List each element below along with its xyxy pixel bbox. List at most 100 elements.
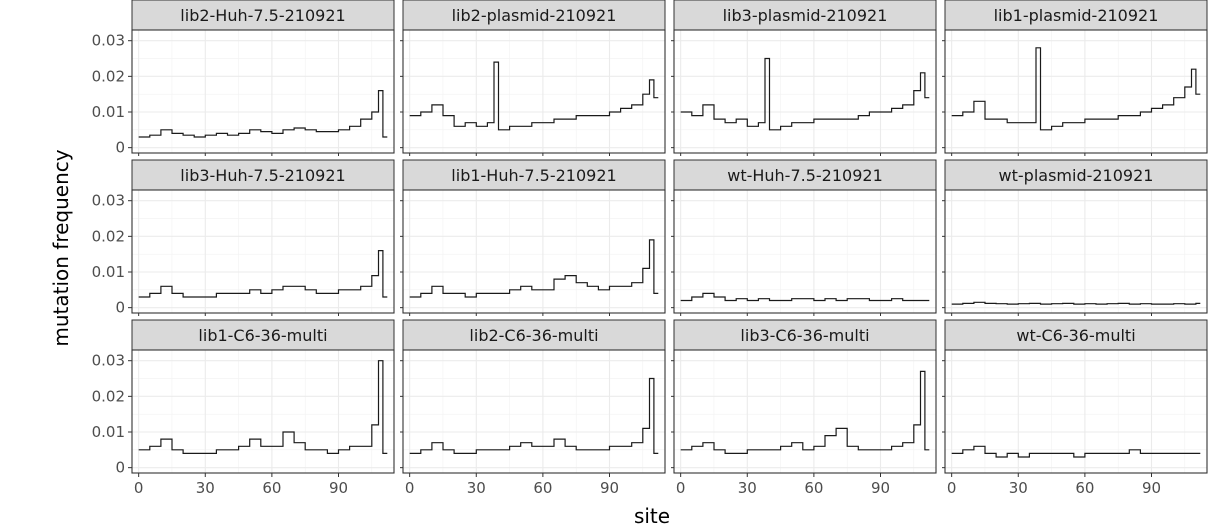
y-tick-label: 0.01: [92, 103, 125, 121]
mutation-frequency-step-line: [138, 90, 388, 138]
plot-background: [945, 30, 1207, 153]
facet-strip: [131, 319, 395, 351]
plot-background: [403, 30, 665, 153]
mutation-frequency-step-line: [138, 250, 388, 298]
plot-background: [674, 30, 936, 153]
facet-title: wt-Huh-7.5-210921: [727, 166, 883, 185]
facet-title: lib3-plasmid-210921: [723, 6, 888, 25]
x-tick-label: 0: [676, 479, 686, 497]
facet-strip: [402, 159, 666, 191]
mutation-frequency-step-line: [409, 377, 659, 454]
x-tick-label: 60: [262, 479, 281, 497]
y-tick-label: 0: [115, 299, 125, 317]
y-tick-label: 0: [115, 139, 125, 157]
facet-title: lib1-Huh-7.5-210921: [451, 166, 616, 185]
x-tick-label: 60: [533, 479, 552, 497]
x-tick-label: 0: [134, 479, 144, 497]
mutation-frequency-step-line: [138, 360, 388, 454]
panel-border: [944, 189, 1208, 314]
facet-panel: lib3-Huh-7.5-210921: [131, 159, 395, 316]
facet-panel: lib2-C6-36-multi: [400, 319, 666, 474]
y-tick-label: 0.02: [92, 227, 125, 245]
y-tick-label: 0.02: [92, 67, 125, 85]
mutation-frequency-step-line: [680, 292, 930, 302]
facet-title: wt-plasmid-210921: [999, 166, 1154, 185]
facet-title: lib3-Huh-7.5-210921: [180, 166, 345, 185]
facet-panel: lib3-C6-36-multi: [671, 319, 937, 474]
x-tick-labels: 0 30 60 90 0 30 60 90 0 30 60 90 0 30 60 90: [134, 473, 1161, 497]
x-tick-label: 0: [405, 479, 415, 497]
y-tick-label: 0.03: [92, 192, 125, 210]
facet-strip: [131, 0, 395, 31]
facet-panel: lib3-plasmid-210921: [671, 0, 937, 156]
panel-border: [131, 349, 395, 474]
plot-background: [674, 350, 936, 473]
facet-strip: [402, 0, 666, 31]
plot-background: [945, 190, 1207, 313]
facet-panel: wt-C6-36-multi: [942, 319, 1208, 474]
plot-background: [403, 350, 665, 473]
facet-strip: [673, 159, 937, 191]
panel-border: [944, 349, 1208, 474]
panels-layer: lib2-Huh-7.5-210921 lib2-plasmid-210921 li…: [131, 0, 1208, 474]
facet-panel: lib1-Huh-7.5-210921: [400, 159, 666, 316]
plot-background: [132, 350, 394, 473]
facet-panel: wt-Huh-7.5-210921: [671, 159, 937, 316]
y-axis-title: mutation frequency: [49, 149, 73, 346]
plot-background: [945, 350, 1207, 473]
x-tick-label: 30: [467, 479, 486, 497]
x-tick-label: 90: [600, 479, 619, 497]
facet-strip: [944, 0, 1208, 31]
mutation-frequency-step-line: [409, 239, 659, 298]
panel-border: [673, 349, 937, 474]
x-tick-label: 60: [1075, 479, 1094, 497]
plot-background: [132, 30, 394, 153]
facet-strip: [673, 319, 937, 351]
plot-background: [403, 190, 665, 313]
facet-title: lib1-C6-36-multi: [198, 326, 327, 345]
facet-title: wt-C6-36-multi: [1016, 326, 1135, 345]
facet-title: lib2-C6-36-multi: [469, 326, 598, 345]
panel-border: [402, 189, 666, 314]
y-tick-label: 0.01: [92, 263, 125, 281]
x-axis-title: site: [634, 504, 670, 528]
mutation-frequency-step-line: [951, 301, 1201, 305]
mutation-frequency-step-line: [680, 57, 930, 131]
y-tick-labels: 0 0.01 0.02 0.03 0 0.01 0.02 0.03 0 0.01 0.02 0.03: [92, 32, 132, 477]
mutation-frequency-step-line: [951, 445, 1201, 458]
facet-panel: lib1-plasmid-210921: [942, 0, 1208, 156]
panel-border: [673, 29, 937, 154]
facet-strip: [131, 159, 395, 191]
y-tick-label: 0: [115, 459, 125, 477]
plot-background: [132, 190, 394, 313]
y-tick-label: 0.01: [92, 423, 125, 441]
y-tick-label: 0.02: [92, 387, 125, 405]
y-tick-label: 0.03: [92, 352, 125, 370]
mutation-frequency-step-line: [409, 61, 659, 131]
x-tick-label: 60: [804, 479, 823, 497]
x-tick-label: 30: [1009, 479, 1028, 497]
x-tick-label: 0: [947, 479, 957, 497]
panel-border: [673, 189, 937, 314]
mutation-frequency-step-line: [680, 370, 930, 454]
facet-panel: lib1-C6-36-multi: [131, 319, 395, 474]
panel-border: [131, 189, 395, 314]
mutation-frequency-step-line: [951, 47, 1201, 131]
panel-border: [944, 29, 1208, 154]
facet-title: lib1-plasmid-210921: [994, 6, 1159, 25]
facet-panel: wt-plasmid-210921: [942, 159, 1208, 316]
facet-strip: [673, 0, 937, 31]
facet-title: lib2-Huh-7.5-210921: [180, 6, 345, 25]
panel-border: [131, 29, 395, 154]
facet-panel: lib2-Huh-7.5-210921: [131, 0, 395, 156]
panel-border: [402, 29, 666, 154]
facet-panel: lib2-plasmid-210921: [400, 0, 666, 156]
x-tick-label: 90: [1142, 479, 1161, 497]
panel-border: [402, 349, 666, 474]
x-tick-label: 90: [871, 479, 890, 497]
facet-title: lib3-C6-36-multi: [740, 326, 869, 345]
plot-background: [674, 190, 936, 313]
x-tick-label: 30: [196, 479, 215, 497]
facet-title: lib2-plasmid-210921: [452, 6, 617, 25]
